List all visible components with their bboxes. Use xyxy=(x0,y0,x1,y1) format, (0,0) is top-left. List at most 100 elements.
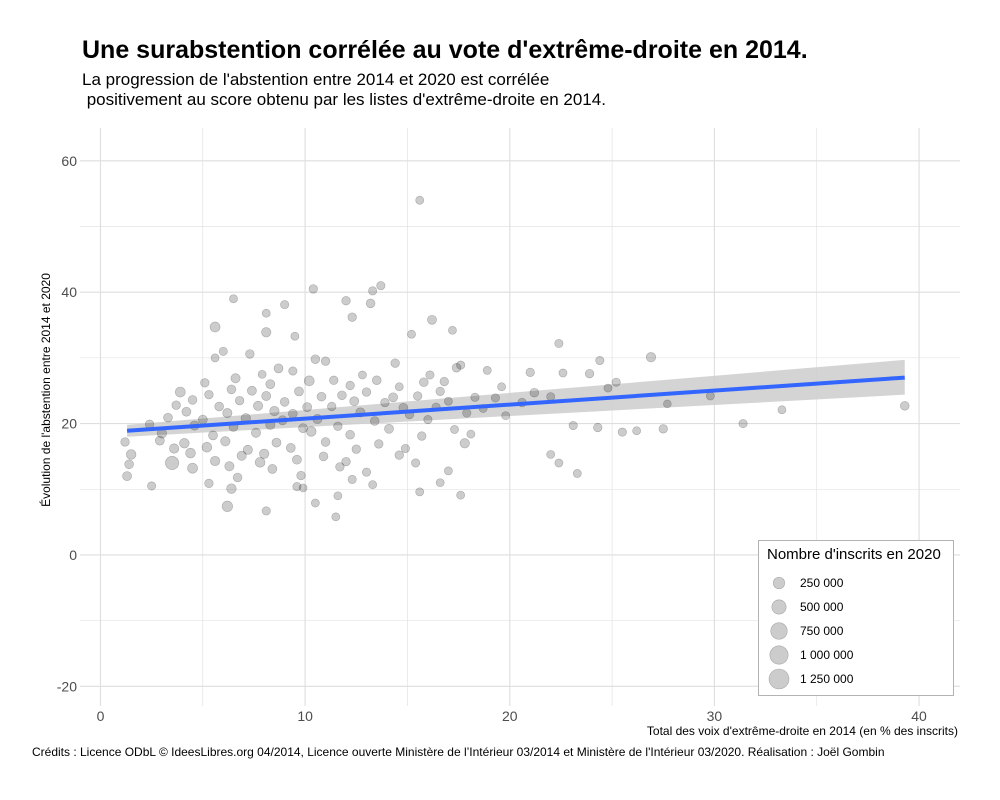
data-point xyxy=(368,286,378,296)
data-point xyxy=(554,458,564,468)
data-point xyxy=(261,391,272,401)
data-point xyxy=(345,380,355,391)
data-point xyxy=(415,487,425,497)
data-point xyxy=(347,474,357,484)
legend-label: 1 000 000 xyxy=(800,648,854,662)
data-point xyxy=(546,450,556,459)
data-point xyxy=(456,360,466,370)
data-point xyxy=(529,387,540,398)
data-point xyxy=(584,369,595,379)
legend-item: 1 250 000 xyxy=(759,667,949,691)
data-point xyxy=(444,466,453,476)
data-point xyxy=(329,375,339,385)
data-point xyxy=(269,406,280,417)
confidence-ribbon xyxy=(127,359,905,437)
legend-key-circle xyxy=(771,599,787,615)
data-point xyxy=(611,377,621,387)
data-point xyxy=(204,478,214,488)
x-axis-label: Total des voix d'extrême-droite en 2014 … xyxy=(647,724,958,738)
data-point xyxy=(593,422,603,433)
x-tick-label: 20 xyxy=(502,708,518,724)
legend-label: 500 000 xyxy=(800,600,844,614)
data-point xyxy=(179,438,190,449)
legend-label: 750 000 xyxy=(800,624,844,638)
data-point xyxy=(362,467,372,477)
data-point xyxy=(226,483,237,494)
data-point xyxy=(208,430,218,441)
data-point xyxy=(705,391,715,401)
data-point xyxy=(368,480,378,490)
data-point xyxy=(267,464,278,474)
data-point xyxy=(423,415,433,425)
y-tick-label: 40 xyxy=(61,284,77,300)
data-point xyxy=(451,362,462,373)
data-point xyxy=(251,427,261,438)
data-point xyxy=(185,447,196,459)
data-point xyxy=(294,386,304,397)
data-point xyxy=(459,438,470,449)
data-point xyxy=(279,397,290,407)
data-point xyxy=(394,382,404,392)
data-point xyxy=(595,356,605,366)
data-point xyxy=(320,437,331,447)
data-point xyxy=(236,450,247,461)
data-point xyxy=(261,506,271,516)
trend-layer xyxy=(126,375,905,433)
legend-label: 1 250 000 xyxy=(800,672,854,686)
data-point xyxy=(280,300,290,310)
data-point xyxy=(738,419,748,429)
data-point xyxy=(419,377,429,387)
data-point xyxy=(358,370,367,380)
data-point xyxy=(169,443,180,454)
y-tick-label: -20 xyxy=(57,678,77,694)
data-point xyxy=(413,391,423,401)
data-point xyxy=(232,472,243,483)
data-point xyxy=(331,512,341,522)
data-point xyxy=(394,450,404,460)
data-point xyxy=(501,411,511,421)
data-point xyxy=(298,483,308,493)
data-point xyxy=(245,349,255,359)
data-point xyxy=(120,437,130,447)
data-point xyxy=(444,396,453,406)
data-point xyxy=(372,375,382,385)
data-point xyxy=(235,395,245,406)
data-point xyxy=(415,195,425,205)
data-point xyxy=(124,459,134,470)
data-point xyxy=(558,368,568,378)
legend-item: 750 000 xyxy=(759,619,949,643)
data-point xyxy=(296,470,306,481)
data-point xyxy=(200,378,210,388)
data-point xyxy=(320,356,331,366)
data-point xyxy=(380,397,390,408)
data-point xyxy=(439,376,449,387)
legend-item: 500 000 xyxy=(759,595,949,619)
data-point xyxy=(546,392,556,402)
credits: Crédits : Licence ODbL © IdeesLibres.org… xyxy=(32,745,885,759)
data-point xyxy=(400,444,410,454)
data-point xyxy=(122,471,132,481)
data-point xyxy=(318,451,329,462)
data-point xyxy=(365,298,376,309)
data-point xyxy=(174,386,186,398)
data-point xyxy=(290,331,300,341)
data-point xyxy=(658,424,668,434)
data-point xyxy=(204,390,214,400)
data-point xyxy=(384,423,394,434)
x-tick-label: 30 xyxy=(707,708,723,724)
data-point xyxy=(448,325,457,335)
data-point xyxy=(335,462,345,472)
data-point xyxy=(900,401,910,411)
data-point xyxy=(316,391,327,402)
data-point xyxy=(181,406,192,417)
data-point xyxy=(347,312,357,322)
data-point xyxy=(261,308,271,318)
data-point xyxy=(126,449,137,460)
data-point xyxy=(292,454,302,465)
data-point xyxy=(572,469,582,478)
data-point xyxy=(361,387,372,397)
data-point xyxy=(165,455,180,470)
data-point xyxy=(288,408,298,419)
data-point xyxy=(218,346,228,356)
data-point xyxy=(466,429,476,439)
